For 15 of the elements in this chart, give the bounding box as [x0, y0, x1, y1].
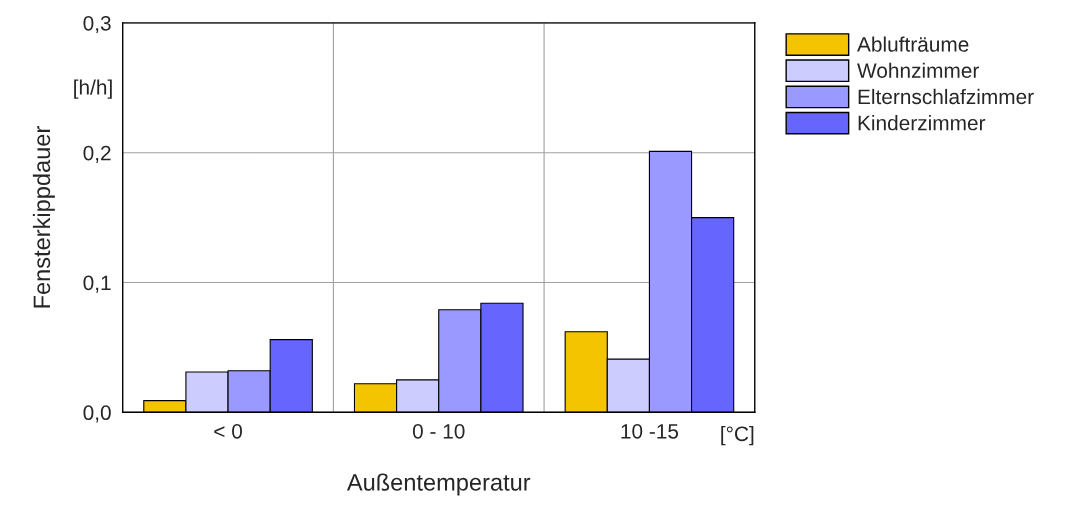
y-tick-label: 0,0: [83, 405, 111, 423]
y-tick-label: 0,3: [83, 15, 111, 34]
legend-label: Ablufträume: [857, 36, 969, 52]
legend-label: Kinderzimmer: [858, 115, 986, 131]
x-axis-title: Außentemperatur: [346, 473, 531, 496]
legend-label: Wohnzimmer: [857, 62, 979, 78]
text: [°C]: [721, 425, 754, 446]
legend-label: Elternschlafzimmer: [858, 88, 1034, 105]
x-tick-label: 10 -15: [621, 423, 679, 439]
text: [h/h]: [74, 79, 112, 99]
y-axis-title: Fensterkippdauer: [32, 126, 55, 308]
x-tick-label: < 0: [214, 423, 243, 439]
y-tick-label: 0,2: [83, 145, 111, 163]
x-tick-label: 0 - 10: [412, 423, 465, 439]
y-tick-label: 0,1: [83, 275, 111, 293]
